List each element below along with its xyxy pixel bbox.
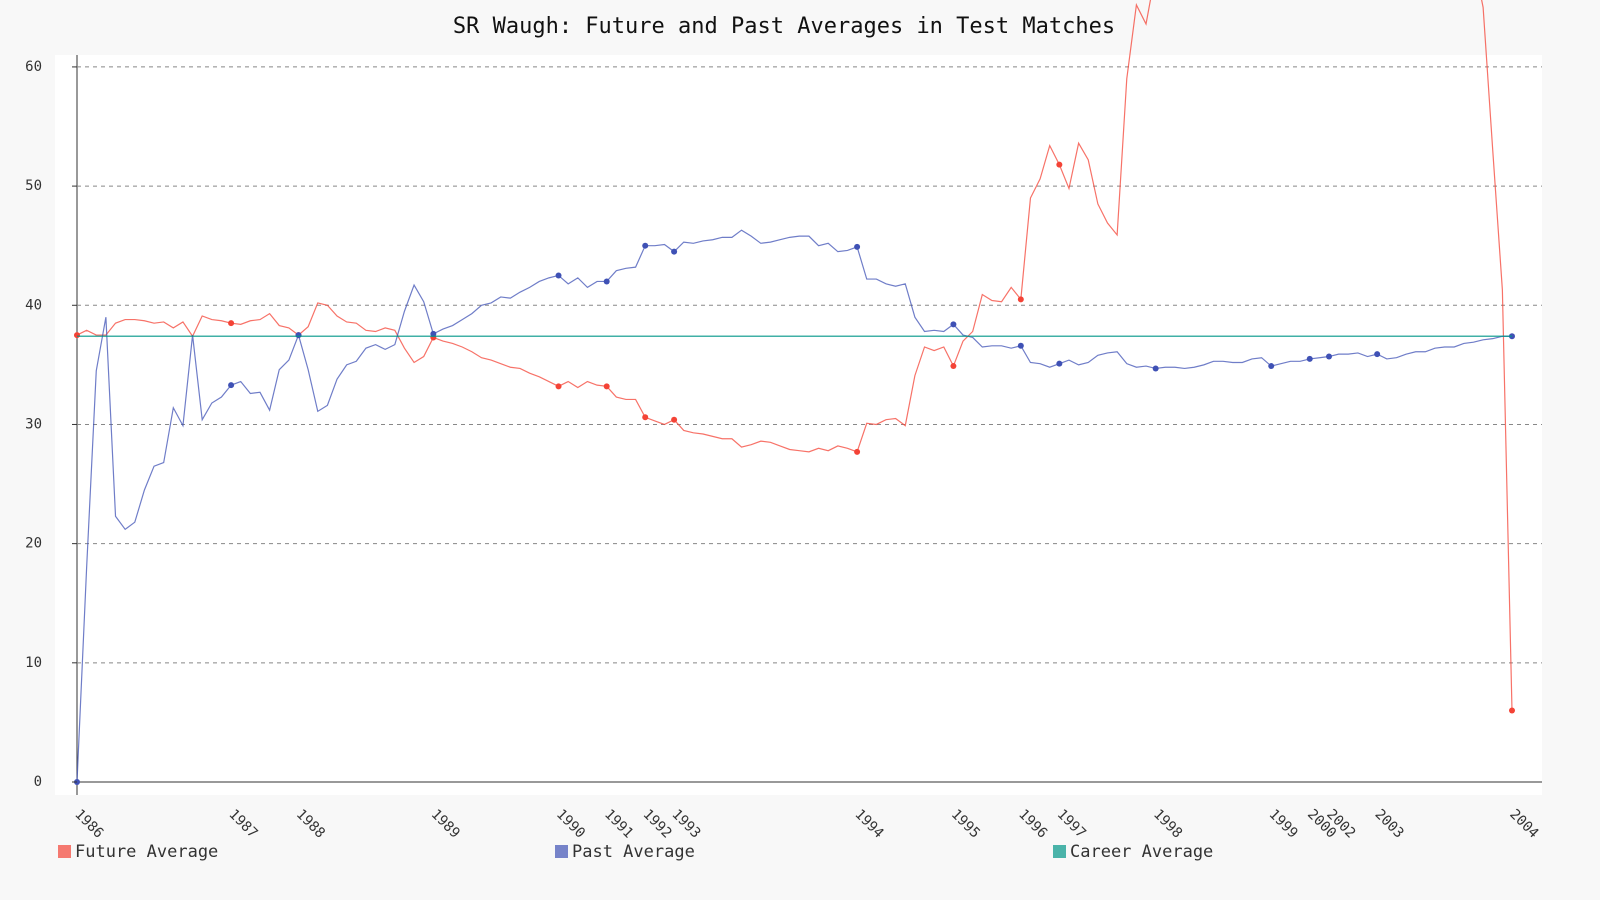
data-point: [1017, 296, 1024, 303]
legend-swatch: [555, 845, 568, 858]
data-point: [1056, 360, 1063, 367]
y-tick-label: 40: [25, 297, 42, 313]
y-tick-label: 0: [34, 774, 42, 790]
data-point: [950, 321, 957, 328]
data-point: [430, 330, 437, 337]
legend-label: Past Average: [572, 842, 695, 862]
y-tick-label: 60: [25, 59, 42, 75]
data-point: [854, 243, 861, 250]
data-point: [950, 363, 957, 370]
data-point: [854, 448, 861, 455]
data-point: [1152, 365, 1159, 372]
data-point: [671, 248, 678, 255]
data-point: [1326, 353, 1333, 360]
data-point: [1268, 363, 1275, 370]
legend-swatch: [58, 845, 71, 858]
legend-label: Career Average: [1070, 842, 1213, 862]
data-point: [228, 320, 235, 327]
series-line: [76, 0, 1513, 711]
data-point: [642, 414, 649, 421]
y-tick-label: 30: [25, 416, 42, 432]
y-tick-label: 20: [25, 536, 42, 552]
y-tick-label: 10: [25, 655, 42, 671]
data-point: [295, 332, 302, 339]
data-point: [1306, 355, 1313, 362]
data-point: [1056, 161, 1063, 168]
data-point: [603, 383, 610, 390]
data-point: [555, 383, 562, 390]
data-point: [1374, 351, 1381, 358]
data-point: [228, 382, 235, 389]
legend-label: Future Average: [75, 842, 218, 862]
data-point: [1017, 342, 1024, 349]
legend-swatch: [1053, 845, 1066, 858]
plot-area: [55, 55, 1542, 795]
y-tick-label: 50: [25, 178, 42, 194]
marks: [74, 0, 1542, 785]
data-point: [642, 242, 649, 249]
data-point: [74, 332, 80, 339]
data-point: [671, 416, 678, 423]
chart-title: SR Waugh: Future and Past Averages in Te…: [453, 14, 1115, 39]
data-point: [603, 278, 610, 285]
data-point: [555, 272, 562, 279]
data-point: [1509, 707, 1515, 714]
